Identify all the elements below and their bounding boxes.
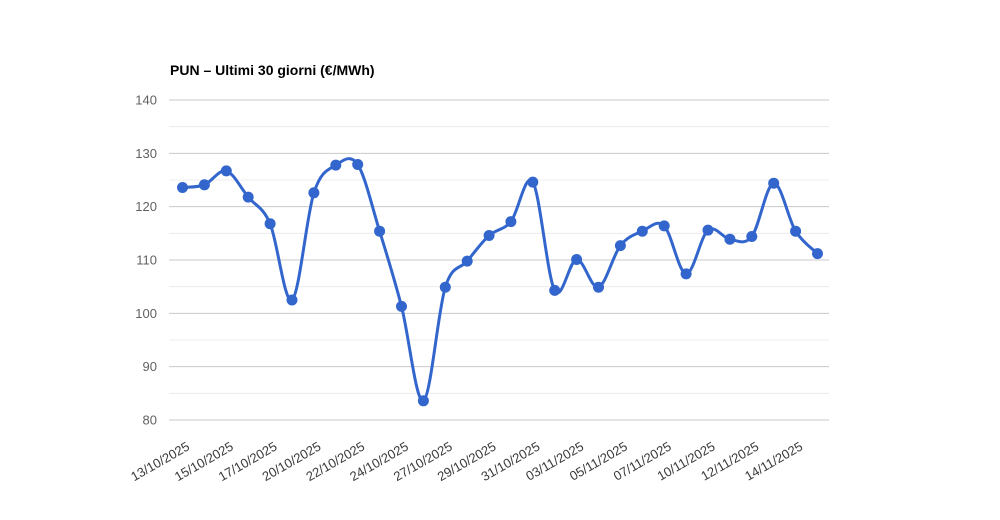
y-axis-tick-label: 110 [136, 253, 157, 268]
data-point[interactable] [724, 233, 736, 245]
chart-title: PUN – Ultimi 30 giorni (€/MWh) [170, 62, 375, 78]
data-point[interactable] [812, 248, 823, 260]
data-line [181, 157, 819, 403]
data-point[interactable] [286, 294, 298, 306]
y-axis-tick-label: 90 [143, 359, 157, 374]
data-point[interactable] [396, 300, 407, 312]
y-axis-tick-label: 140 [135, 93, 157, 108]
data-point[interactable] [198, 179, 210, 191]
data-point[interactable] [352, 159, 364, 170]
data-point[interactable] [527, 176, 539, 188]
data-point[interactable] [374, 225, 386, 237]
data-point[interactable] [483, 230, 495, 241]
data-point[interactable] [746, 231, 758, 242]
data-point[interactable] [505, 216, 517, 228]
data-point[interactable] [680, 268, 692, 280]
data-point[interactable] [768, 177, 780, 189]
data-point[interactable] [330, 159, 342, 171]
data-point[interactable] [571, 254, 583, 265]
data-point[interactable] [549, 284, 561, 296]
data-point[interactable] [658, 220, 670, 232]
data-point[interactable] [593, 281, 604, 293]
data-point[interactable] [308, 187, 320, 199]
data-point[interactable] [242, 191, 254, 203]
data-point[interactable] [220, 165, 232, 177]
data-point[interactable] [439, 281, 451, 293]
data-point[interactable] [461, 255, 473, 267]
data-point[interactable] [264, 218, 276, 230]
data-point[interactable] [614, 240, 626, 252]
y-axis-tick-label: 130 [135, 146, 157, 161]
data-point[interactable] [636, 225, 648, 237]
data-point[interactable] [177, 182, 188, 193]
y-axis-tick-label: 80 [143, 413, 157, 428]
data-point[interactable] [417, 395, 429, 407]
y-axis-tick-label: 120 [135, 199, 157, 214]
data-point[interactable] [790, 225, 802, 237]
y-axis-tick-label: 100 [135, 306, 157, 321]
data-point[interactable] [702, 224, 714, 236]
